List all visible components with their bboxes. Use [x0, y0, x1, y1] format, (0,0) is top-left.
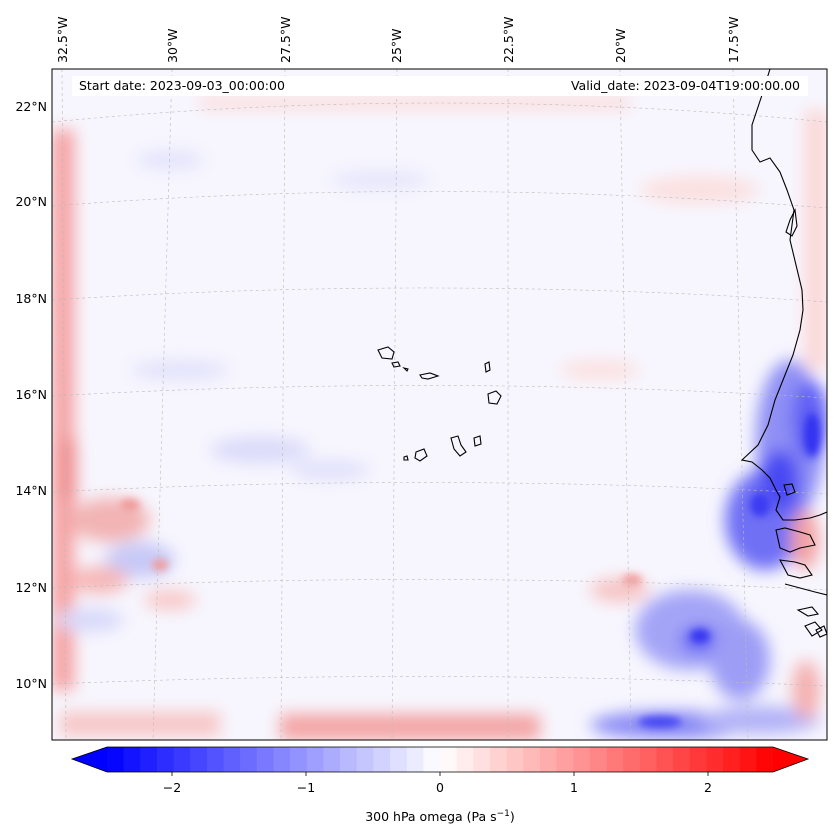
colorbar-segment — [440, 747, 458, 772]
cape-verde-islands — [377, 346, 502, 462]
colorbar-extend-min — [72, 747, 107, 772]
colorbar-segment — [673, 747, 691, 772]
colorbar-tick-label: 1 — [570, 780, 578, 795]
colorbar-segment — [456, 747, 474, 772]
colorbar-segment — [190, 747, 208, 772]
island-santo-antao — [377, 346, 395, 360]
colorbar-tick-label: −2 — [163, 780, 181, 795]
colorbar-segment — [123, 747, 141, 772]
colorbar-segment — [473, 747, 491, 772]
colorbar-segment — [306, 747, 325, 772]
island-sao-nicolau — [419, 372, 440, 380]
colorbar-segment — [523, 747, 541, 772]
date-banner — [72, 76, 808, 96]
valid-date-label: Valid_date: 2023-09-04T19:00:00.00 — [571, 78, 800, 93]
colorbar-outline — [70, 746, 810, 773]
colorbar-segment — [107, 747, 125, 772]
lat-label: 22°N — [15, 99, 47, 114]
lat-label: 20°N — [15, 194, 47, 209]
start-date-label: Start date: 2023-09-03_00:00:00 — [79, 78, 285, 93]
colorbar-segment — [506, 747, 524, 772]
colorbar-segment — [539, 747, 558, 772]
colorbar-segment — [173, 747, 191, 772]
colorbar-segment — [623, 747, 641, 772]
map-frame — [51, 68, 828, 741]
colorbar-segment — [290, 747, 308, 772]
lat-label: 12°N — [15, 580, 47, 595]
colorbar-segment — [556, 747, 574, 772]
lon-label: 25°W — [389, 28, 404, 63]
island-brava — [403, 455, 409, 461]
colorbar-segment — [756, 747, 774, 772]
colorbar-ticks — [171, 772, 709, 776]
longitude-labels: 32.5°W 30°W 27.5°W 25°W 22.5°W 20°W 17.5… — [55, 17, 741, 63]
lon-label: 32.5°W — [55, 17, 70, 63]
colorbar-segment — [140, 747, 158, 772]
colorbar-segment — [723, 747, 741, 772]
lat-label: 10°N — [15, 676, 47, 691]
colorbar-segment — [390, 747, 408, 772]
colorbar-segment — [373, 747, 391, 772]
lat-label: 14°N — [15, 483, 47, 498]
island-boa-vista — [487, 390, 502, 405]
colorbar-tick-label: 0 — [436, 780, 444, 795]
graticule — [52, 69, 827, 740]
colorbar-segment — [356, 747, 374, 772]
colorbar-segment — [323, 747, 341, 772]
island-sao-vicente — [391, 361, 401, 368]
colorbar-tick-label: 2 — [704, 780, 712, 795]
lon-label: 20°W — [613, 28, 628, 63]
colorbar-tick-label: −1 — [297, 780, 315, 795]
lat-label: 16°N — [15, 387, 47, 402]
lon-label: 30°W — [165, 28, 180, 63]
colorbar-segment — [606, 747, 624, 772]
island-fogo — [414, 448, 428, 462]
colorbar-segment — [223, 747, 241, 772]
colorbar-segment — [423, 747, 441, 772]
colorbar-segment — [240, 747, 258, 772]
colorbar-segment — [156, 747, 175, 772]
colorbar-segment — [656, 747, 674, 772]
island-maio — [473, 435, 482, 447]
west-african-coastline — [740, 69, 827, 638]
island-sal — [484, 361, 491, 373]
colorbar-segment — [589, 747, 608, 772]
colorbar-segment — [639, 747, 658, 772]
colorbar-segment — [739, 747, 757, 772]
lon-label: 27.5°W — [278, 17, 293, 63]
colorbar-segment — [273, 747, 291, 772]
lat-label: 18°N — [15, 291, 47, 306]
field-fine-patches — [120, 413, 820, 728]
omega-field — [52, 69, 827, 740]
colorbar-extend-max — [773, 747, 808, 772]
colorbar-segment — [573, 747, 591, 772]
colorbar-segments — [107, 747, 774, 772]
colorbar-segment — [489, 747, 508, 772]
colorbar: −2 −1 0 1 2 300 hPa omega (Pa s−1) — [70, 746, 810, 824]
colorbar-label: 300 hPa omega (Pa s−1) — [365, 809, 515, 824]
latitude-labels: 22°N 20°N 18°N 16°N 14°N 12°N 10°N — [15, 99, 47, 691]
colorbar-segment — [406, 747, 424, 772]
colorbar-segment — [689, 747, 707, 772]
colorbar-segment — [206, 747, 225, 772]
lon-label: 22.5°W — [501, 17, 516, 63]
colorbar-segment — [706, 747, 724, 772]
lon-label: 17.5°W — [726, 17, 741, 63]
colorbar-segment — [340, 747, 358, 772]
island-santiago — [450, 435, 467, 457]
colorbar-segment — [256, 747, 275, 772]
